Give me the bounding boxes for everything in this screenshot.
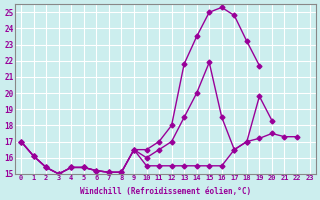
- X-axis label: Windchill (Refroidissement éolien,°C): Windchill (Refroidissement éolien,°C): [80, 187, 251, 196]
